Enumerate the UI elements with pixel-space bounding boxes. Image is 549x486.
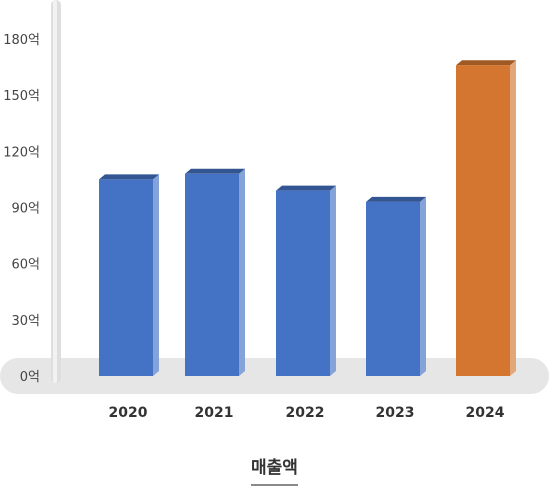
bar-top [185,168,245,174]
y-axis-ticks: 0억 30억 60억 90억 120억 150억 180억 [3,33,40,385]
y-tick-label: 120억 [3,145,40,160]
x-tick-label: 2023 [376,405,415,421]
x-axis-ticks: 2020 2021 2022 2023 2024 [109,405,505,421]
bar-top [276,185,336,191]
x-axis-title-text: 매출액 [251,453,298,486]
x-axis-title: 매출액 [0,453,549,486]
bar-2023 [366,196,426,376]
bar-side [510,60,516,376]
bar-top [99,174,159,180]
y-tick-label: 0억 [20,370,40,385]
bar-side [330,185,336,376]
x-tick-label: 2024 [466,405,505,421]
bar-top [366,196,426,202]
x-tick-label: 2020 [109,405,148,421]
bar-2024 [456,60,516,376]
y-tick-label: 180억 [3,33,40,48]
bar-side [239,168,245,376]
bar-front [366,201,420,376]
y-tick-label: 30억 [11,314,40,329]
x-tick-label: 2022 [286,405,325,421]
y-axis-wall-face [53,0,57,383]
bar-front [276,190,330,376]
bar-front [185,173,239,376]
y-tick-label: 150억 [3,89,40,104]
bar-top [456,60,516,66]
bar-2021 [185,168,245,376]
bar-chart: 0억 30억 60억 90억 120억 150억 180억 2020 2021 2022 2023… [0,0,549,421]
bar-front [99,179,153,376]
bar-2022 [276,185,336,376]
bar-side [153,174,159,376]
x-tick-label: 2021 [195,405,234,421]
bar-front [456,65,510,376]
bar-side [420,196,426,376]
y-tick-label: 60억 [11,258,40,273]
y-tick-label: 90억 [11,202,40,217]
bars [99,60,516,376]
bar-2020 [99,174,159,376]
